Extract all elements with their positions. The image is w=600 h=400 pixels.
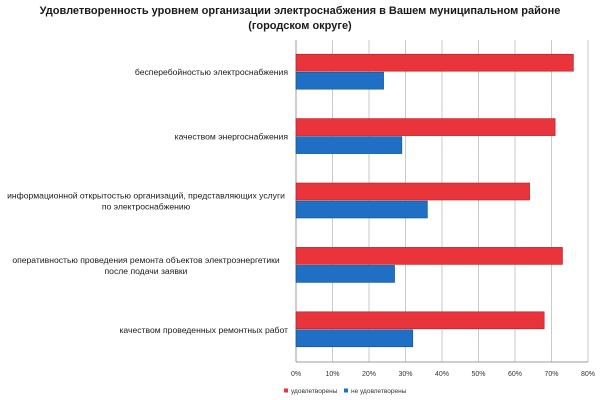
bar (295, 182, 530, 201)
category-label: после подачи заявки (105, 266, 188, 276)
bar (295, 311, 545, 330)
legend-swatch (344, 388, 348, 393)
x-tick-label: 80% (581, 371, 595, 378)
category-label: оперативностью проведения ремонта объект… (12, 255, 280, 265)
x-tick-label: 50% (471, 371, 485, 378)
bar (295, 247, 563, 265)
bar (295, 329, 414, 348)
category-label: бесперебойностью электроснабжения (135, 67, 288, 77)
category-label: по электроснабжению (102, 202, 191, 212)
bar (295, 71, 384, 90)
x-tick-label: 0% (291, 371, 301, 378)
bar (295, 118, 556, 136)
x-tick-label: 10% (325, 371, 339, 378)
category-label: качеством проведенных ремонтных работ (119, 325, 288, 335)
bar (295, 136, 403, 154)
legend-label: не удовлетворены (351, 388, 407, 395)
x-tick-label: 70% (544, 371, 558, 378)
legend-label: удовлетворены (291, 388, 338, 395)
category-label: информационной открытостью организаций, … (7, 191, 285, 201)
legend-swatch (284, 388, 288, 393)
bar (295, 200, 428, 219)
bar (295, 53, 574, 72)
x-tick-label: 40% (435, 371, 449, 378)
bars (295, 53, 574, 348)
x-tick-label: 30% (398, 371, 412, 378)
category-labels: бесперебойностью электроснабжения качеств… (7, 67, 288, 335)
x-tick-label: 60% (508, 371, 522, 378)
x-tick-label: 20% (362, 371, 376, 378)
chart-title: Удовлетворенность уровнем организации эл… (39, 5, 561, 32)
x-tick-labels: 0% 10% 20% 30% 40% 50% 60% 70% 80% (291, 371, 595, 378)
legend: удовлетворены не удовлетворены (284, 388, 407, 395)
bar (295, 265, 395, 283)
category-label: качеством энергоснабжения (175, 132, 289, 142)
